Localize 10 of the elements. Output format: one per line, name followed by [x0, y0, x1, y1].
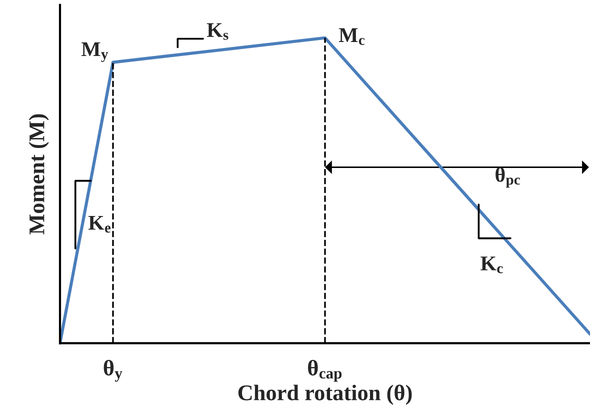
y-axis-title: Moment (M) [28, 114, 49, 234]
x-axis-title: Chord rotation (θ) [238, 384, 412, 405]
annotation: M$_{c}$ [338, 28, 365, 45]
x-tick-label: θ$_{cap}$ [308, 360, 342, 382]
x-tick-label: θ$_{y}$ [104, 360, 122, 382]
annotation: M$_{y}$ [81, 42, 108, 62]
annotation: K$_{c}$ [480, 256, 503, 274]
annotation: θ$_{pc}$ [496, 167, 520, 188]
annotation: K$_{e}$ [88, 216, 111, 233]
annotation: K$_{s}$ [206, 23, 228, 40]
